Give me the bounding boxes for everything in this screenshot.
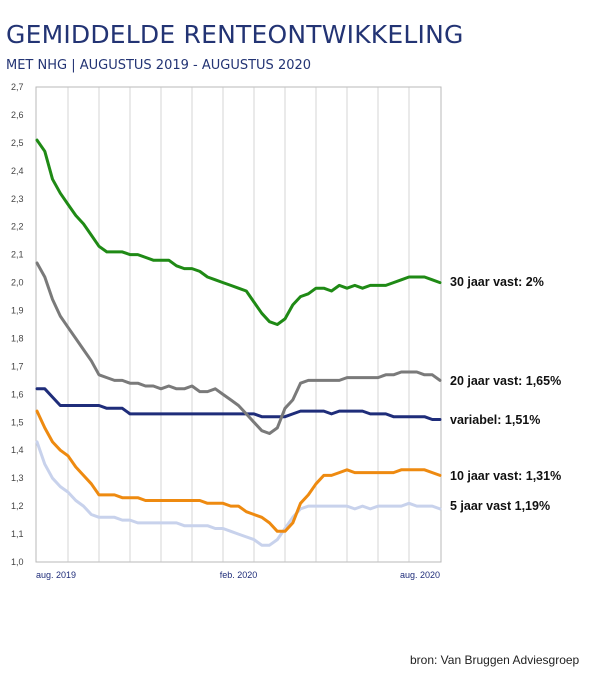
series-label: 10 jaar vast: 1,31% [450,469,561,483]
x-tick-label: aug. 2020 [400,570,440,580]
x-tick-label: feb. 2020 [220,570,258,580]
y-tick-label: 2,4 [11,166,24,176]
series-label: variabel: 1,51% [450,413,540,427]
y-tick-label: 1,6 [11,389,24,399]
y-tick-label: 1,4 [11,445,24,455]
chart-subtitle: MET NHG | AUGUSTUS 2019 - AUGUSTUS 2020 [6,58,312,73]
y-tick-label: 2,1 [11,250,24,260]
y-tick-label: 1,1 [11,529,24,539]
y-tick-label: 1,3 [11,473,24,483]
y-tick-label: 2,2 [11,222,24,232]
series-line [35,261,442,435]
y-tick-label: 1,9 [11,306,24,316]
y-tick-label: 2,5 [11,138,24,148]
plot-area [35,86,442,563]
y-tick-label: 1,5 [11,417,24,427]
series-line [35,440,442,547]
y-tick-label: 1,8 [11,333,24,343]
y-tick-label: 2,0 [11,278,24,288]
y-tick-label: 2,7 [11,82,24,92]
y-tick-label: 1,7 [11,361,24,371]
series-lines [35,138,442,547]
chart-title: GEMIDDELDE RENTEONTWIKKELING [6,20,464,49]
y-tick-label: 2,3 [11,194,24,204]
series-label: 5 jaar vast 1,19% [450,499,550,513]
series-line [35,387,442,421]
y-tick-label: 2,6 [11,110,24,120]
series-line [35,409,442,533]
y-tick-label: 1,2 [11,501,24,511]
series-line [35,138,442,326]
grid-lines [67,87,410,562]
series-label: 30 jaar vast: 2% [450,275,544,289]
series-label: 20 jaar vast: 1,65% [450,374,561,388]
x-tick-label: aug. 2019 [36,570,76,580]
source-note: bron: Van Bruggen Adviesgroep [410,653,580,667]
series-labels: 30 jaar vast: 2% 20 jaar vast: 1,65% varia… [450,275,561,513]
y-axis-ticks: 1,0 1,1 1,2 1,3 1,4 1,5 1,6 1,7 1,8 1,9 2,0 2,1 2,2 2… [11,82,24,567]
y-tick-label: 1,0 [11,557,24,567]
x-axis-ticks: aug. 2019 feb. 2020 aug. 2020 [36,570,440,580]
